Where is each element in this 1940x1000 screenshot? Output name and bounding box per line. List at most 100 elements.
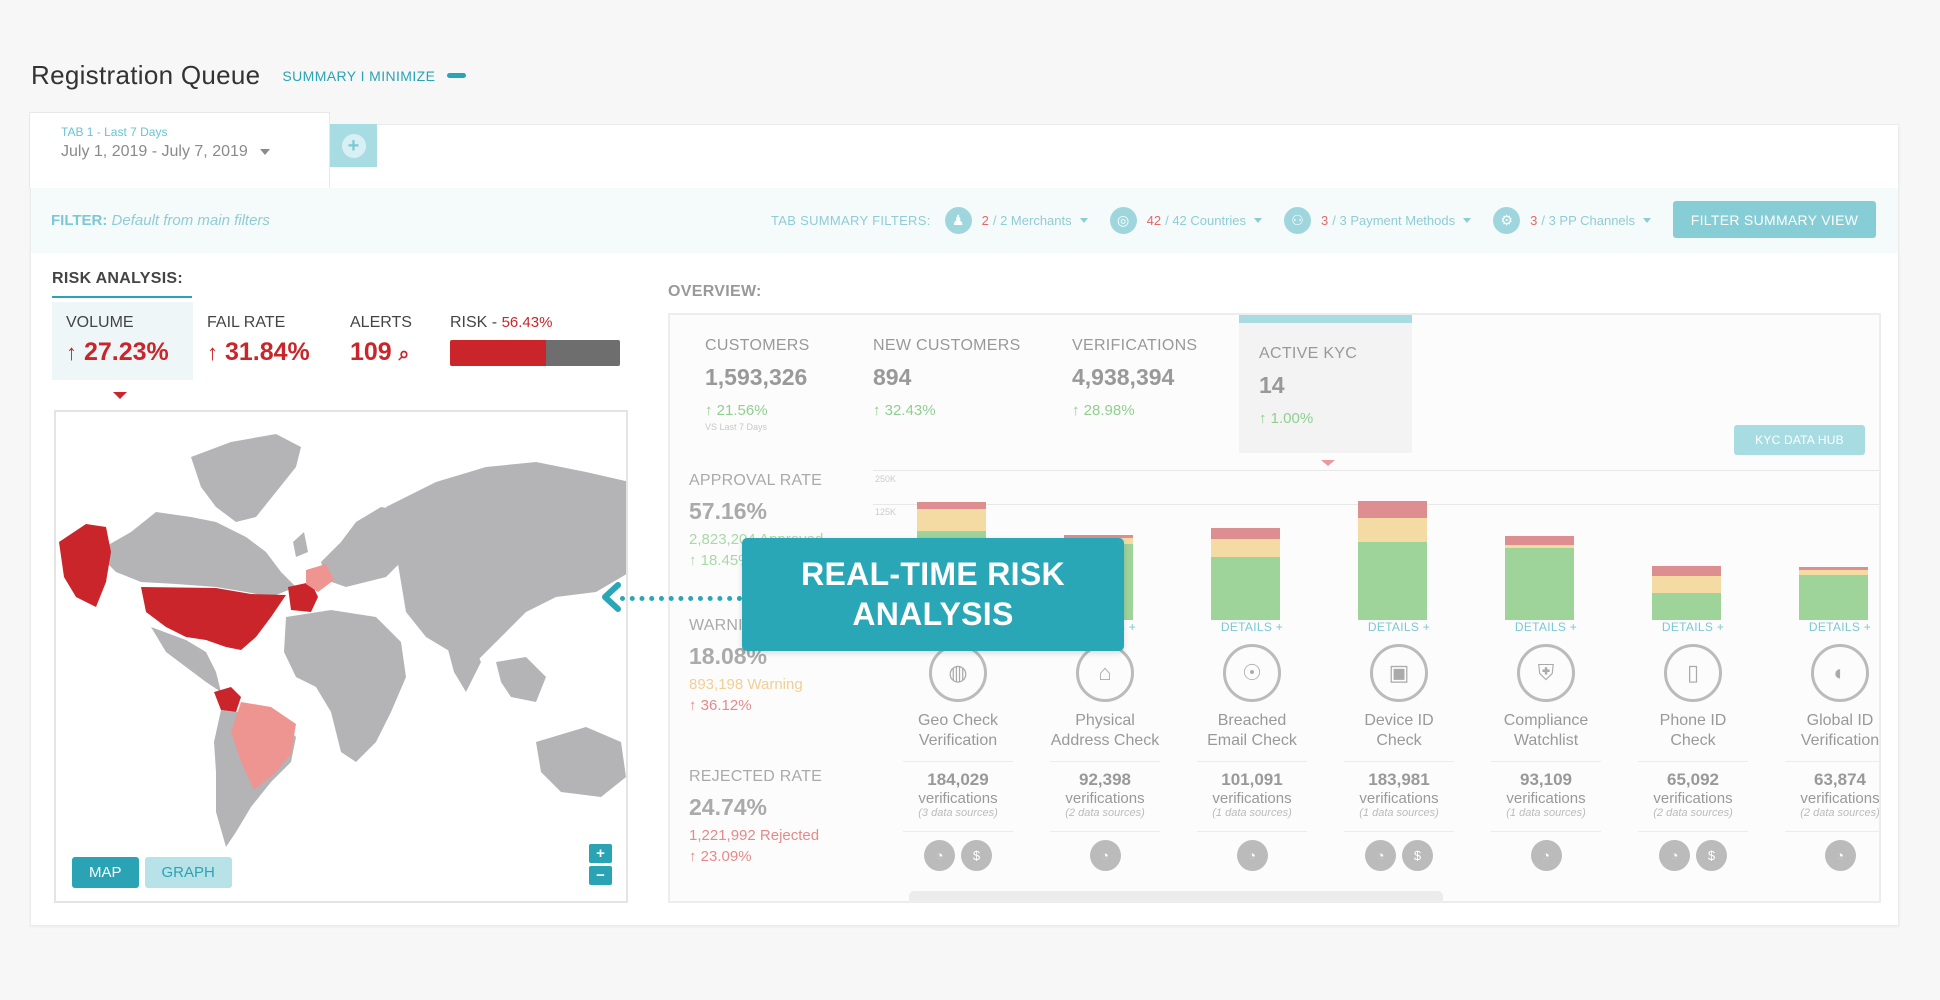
data-provider-icon[interactable]: $	[961, 840, 992, 871]
bar-segment-warning	[1799, 570, 1868, 575]
details-link[interactable]: DETAILS +	[1661, 620, 1725, 634]
check-name-line1: Phone ID	[1659, 712, 1727, 729]
risk-bar-rest	[545, 340, 620, 366]
check-name-line2: Verification	[1800, 732, 1880, 749]
rate-change: 36.12%	[700, 697, 752, 714]
data-provider-icon[interactable]: ◔	[1236, 840, 1268, 871]
bar-device-id-check[interactable]	[1358, 501, 1427, 620]
check-name-line1: Device ID	[1364, 712, 1434, 729]
risk-percent: 56.43%	[501, 314, 553, 331]
details-link[interactable]: DETAILS +	[1514, 620, 1578, 634]
stat-label: ACTIVE KYC	[1259, 345, 1358, 362]
tab-risk[interactable]: RISK - 56.43%	[436, 302, 626, 380]
check-unit: verifications	[1653, 790, 1733, 807]
stat-label: NEW CUSTOMERS	[873, 337, 1021, 354]
tab-fail-rate[interactable]: FAIL RATE ↑ 31.84%	[193, 302, 336, 380]
stat-value: 1,593,326	[705, 364, 808, 390]
global-id-icon: ◐	[1811, 644, 1869, 702]
spain	[288, 582, 318, 612]
spy-icon: ☉	[1223, 644, 1281, 702]
tab-1[interactable]: TAB 1 - Last 7 Days July 1, 2019 - July …	[29, 112, 330, 188]
payment-methods-filter[interactable]: ⚇ 3 / 3 Payment Methods	[1284, 207, 1472, 234]
filter-label-value: Default from main filters	[111, 212, 270, 229]
merchants-filter[interactable]: ♟ 2 / 2 Merchants	[944, 207, 1088, 234]
bar-segment-approved	[1652, 592, 1721, 620]
graph-button[interactable]: GRAPH	[144, 857, 232, 888]
check-name: Compliance Watchlist	[1491, 711, 1601, 751]
risk-metrics: VOLUME ↑ 27.23% FAIL RATE ↑ 31.84% ALERT…	[52, 302, 630, 380]
merchants-icon: ♟	[944, 207, 972, 234]
check-count: 65,092	[1638, 761, 1748, 790]
horizontal-scrollbar[interactable]	[909, 891, 1443, 901]
bar-breached-email-check[interactable]	[1211, 528, 1280, 620]
date-range-value: July 1, 2019 - July 7, 2019	[61, 143, 248, 160]
bar-segment-warning	[1505, 545, 1574, 548]
check-unit: verifications	[1212, 790, 1292, 807]
zoom-in-button[interactable]: +	[589, 844, 612, 863]
mexico	[151, 627, 221, 692]
kyc-data-hub-button[interactable]: KYC DATA HUB	[1734, 425, 1865, 455]
data-providers: ◔	[1050, 831, 1160, 871]
check-count: 93,109	[1491, 761, 1601, 790]
bar-compliance-watchlist[interactable]	[1505, 536, 1574, 620]
check-name: Global ID Verification	[1785, 711, 1880, 751]
data-providers: ◔ $	[1638, 831, 1748, 871]
check-breached: DETAILS + ☉ Breached Email Check 101,091 …	[1197, 620, 1307, 871]
stat-change: 21.56%	[716, 402, 768, 419]
risk-analysis-panel: RISK ANALYSIS: VOLUME ↑ 27.23% FAIL RATE…	[52, 270, 630, 380]
stat-verifications: VERIFICATIONS 4,938,394 ↑ 28.98%	[1072, 337, 1197, 419]
details-link[interactable]: DETAILS +	[1220, 620, 1284, 634]
minimize-dash-icon[interactable]	[447, 73, 467, 78]
search-icon[interactable]: ⌕	[398, 344, 410, 365]
zoom-out-button[interactable]: −	[589, 866, 612, 885]
details-link[interactable]: DETAILS +	[1367, 620, 1431, 634]
data-provider-icon[interactable]: ◔	[1089, 840, 1121, 871]
add-tab-button[interactable]: +	[330, 124, 377, 167]
shield-user-icon: ⛨	[1517, 644, 1575, 702]
check-name-line1: Geo Check	[917, 712, 999, 729]
data-provider-icon[interactable]: $	[1402, 840, 1433, 871]
countries-filter[interactable]: ◎ 42 / 42 Countries	[1109, 207, 1263, 234]
arrow-left-icon	[602, 582, 621, 612]
plus-icon: +	[341, 133, 366, 158]
data-provider-icon[interactable]: ◔	[924, 840, 955, 871]
check-name-line1: Physical	[1075, 712, 1135, 729]
stat-sub: VS Last 7 Days	[705, 422, 768, 432]
pp-channels-filter[interactable]: ⚙ 3 / 3 PP Channels	[1493, 207, 1652, 234]
data-provider-icon[interactable]: $	[1696, 840, 1727, 871]
chevron-down-icon	[1254, 218, 1263, 223]
check-name-line2: Address Check	[1050, 732, 1160, 749]
brazil	[231, 702, 296, 790]
filter-summary-view-button[interactable]: FILTER SUMMARY VIEW	[1673, 201, 1876, 238]
data-provider-icon[interactable]: ◔	[1365, 840, 1396, 871]
check-compliance: DETAILS + ⛨ Compliance Watchlist 93,109 v…	[1491, 620, 1601, 871]
rejected-rate: REJECTED RATE 24.74% 1,221,992 Rejected …	[689, 768, 822, 865]
zoom-controls: + −	[589, 844, 612, 885]
tab-volume[interactable]: VOLUME ↑ 27.23%	[52, 302, 193, 380]
risk-bar-fill	[450, 340, 546, 366]
tab-alerts[interactable]: ALERTS 109 ⌕	[336, 302, 436, 380]
data-provider-icon[interactable]: ◔	[1824, 840, 1856, 871]
data-providers: ◔	[1197, 831, 1307, 871]
summary-minimize-toggle[interactable]: SUMMARY I MINIMIZE	[282, 67, 436, 84]
bar-global-id-verification[interactable]	[1799, 566, 1868, 620]
date-range-select[interactable]: July 1, 2019 - July 7, 2019	[61, 143, 270, 161]
bar-segment-approved	[1505, 548, 1574, 620]
stat-active-kyc[interactable]: ACTIVE KYC 14 ↑ 1.00%	[1239, 315, 1412, 453]
stat-change-row: ↑ 28.98%	[1072, 402, 1135, 419]
map-button[interactable]: MAP	[72, 857, 139, 888]
payment-icon: ⚇	[1284, 207, 1312, 234]
pp-channels-count: 3	[1530, 213, 1538, 228]
data-providers: ◔	[1491, 831, 1601, 871]
united-states	[141, 587, 286, 650]
stat-change: 28.98%	[1083, 402, 1135, 419]
bar-phone-id-check[interactable]	[1652, 566, 1721, 620]
details-link[interactable]: DETAILS +	[1808, 620, 1872, 634]
world-map[interactable]: MAP GRAPH + −	[54, 410, 628, 903]
data-provider-icon[interactable]: ◔	[1530, 840, 1562, 871]
chevron-down-icon	[1463, 218, 1472, 223]
check-count: 92,398	[1050, 761, 1160, 790]
australia	[536, 727, 626, 797]
data-provider-icon[interactable]: ◔	[1659, 840, 1690, 871]
check-name: Geo Check Verification	[903, 711, 1013, 751]
